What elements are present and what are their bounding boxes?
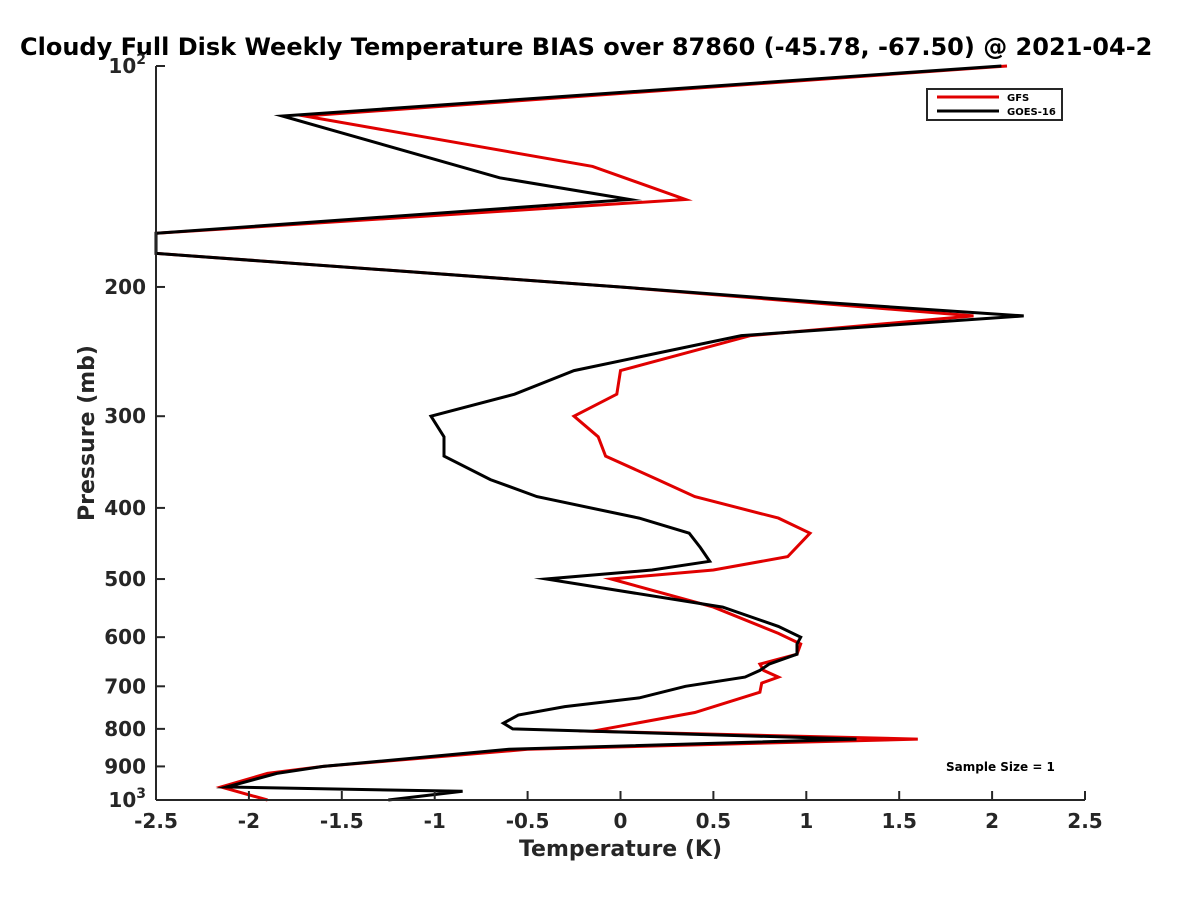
legend-box [926, 88, 1063, 121]
x-tick-label: 1 [799, 809, 813, 833]
x-tick-label: 2.5 [1067, 809, 1102, 833]
x-axis-label: Temperature (K) [519, 837, 722, 862]
y-tick-label: 103 [108, 786, 146, 812]
y-tick-label: 400 [104, 496, 146, 520]
x-tick-label: 0.5 [696, 809, 731, 833]
x-axis: -2.5 -2 -1.5 -1 -0.5 0 0.5 1 1.5 2 2.5 [134, 791, 1103, 833]
x-tick-label: 0 [614, 809, 628, 833]
y-axis-label: Pressure (mb) [75, 345, 100, 521]
y-tick-label: 500 [104, 567, 146, 591]
x-tick-label: -1 [424, 809, 446, 833]
legend-label: GFS [1007, 93, 1029, 104]
x-tick-label: -1.5 [320, 809, 364, 833]
legend: GFS GOES-16 [926, 88, 1063, 121]
y-tick-label: 102 [108, 52, 146, 78]
sample-size-annotation: Sample Size = 1 [946, 760, 1055, 774]
series-layer [154, 64, 1024, 802]
plot-area [156, 66, 1085, 800]
y-tick-label: 300 [104, 404, 146, 428]
y-tick-label: 800 [104, 717, 146, 741]
y-tick-label: 200 [104, 275, 146, 299]
x-tick-label: 2 [985, 809, 999, 833]
y-tick-label: 900 [104, 754, 146, 778]
legend-label: GOES-16 [1007, 107, 1056, 118]
x-tick-label: -0.5 [506, 809, 550, 833]
chart-title: Cloudy Full Disk Weekly Temperature BIAS… [20, 33, 1152, 61]
series-line-goes-16 [154, 64, 1024, 802]
y-axis: 102 200 300 400 500 600 700 800 900 103 [104, 52, 165, 812]
y-tick-label: 600 [104, 625, 146, 649]
x-tick-label: -2.5 [134, 809, 178, 833]
x-tick-label: 1.5 [881, 809, 916, 833]
x-tick-label: -2 [238, 809, 260, 833]
y-tick-label: 700 [104, 674, 146, 698]
